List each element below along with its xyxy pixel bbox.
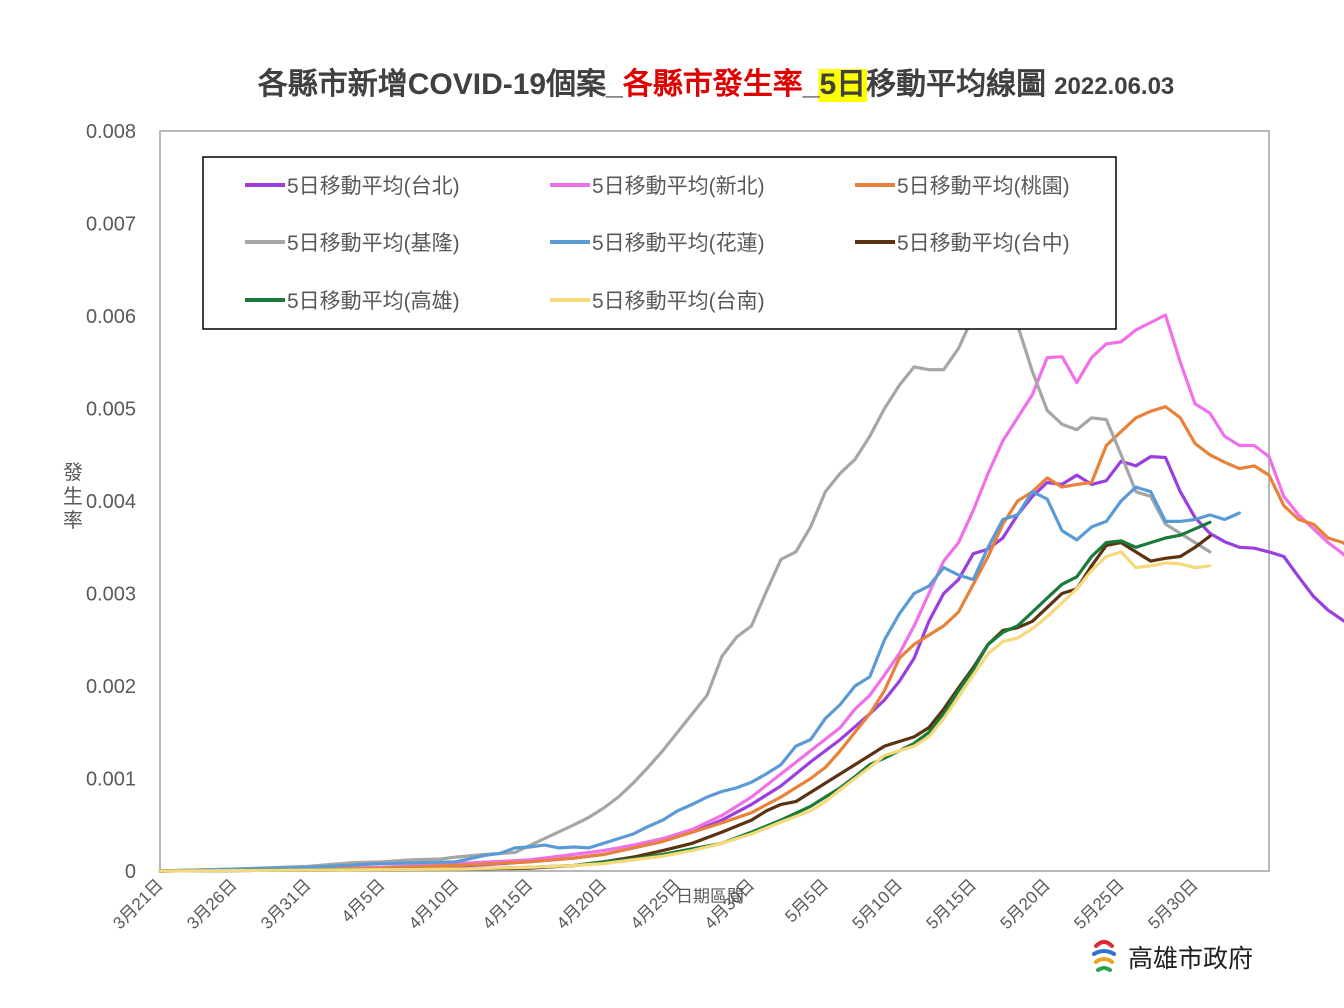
x-tick-label: 4月5日 xyxy=(338,875,389,926)
x-tick-label: 5月30日 xyxy=(1144,875,1202,933)
x-tick-label: 5月5日 xyxy=(781,875,832,926)
y-axis-title: 發生率 xyxy=(63,461,83,532)
y-tick-label: 0.001 xyxy=(86,769,136,791)
title-highlight-red: 各縣市發生率 xyxy=(622,67,803,101)
y-tick-label: 0.006 xyxy=(86,306,136,328)
legend-label: 5日移動平均(台南) xyxy=(592,290,765,313)
series-line-7 xyxy=(158,550,1212,873)
x-axis-ticks: 3月21日 3月26日 3月31日 4月5日 4月10日 4月15日 4月20日 4月25日 4… xyxy=(109,875,1202,933)
legend-label: 5日移動平均(桃園) xyxy=(897,175,1070,198)
x-tick-label: 3月31日 xyxy=(257,875,315,933)
x-tick-label: 4月20日 xyxy=(553,875,611,933)
legend-label: 5日移動平均(花蓮) xyxy=(592,232,765,255)
logo-text: 高雄市政府 xyxy=(1128,945,1253,973)
x-tick-label: 5月25日 xyxy=(1070,875,1128,933)
legend-label: 5日移動平均(台中) xyxy=(897,232,1070,255)
y-tick-label: 0.007 xyxy=(86,214,136,236)
chart-title: 各縣市新增COVID-19個案_各縣市發生率_5日移動平均線圖 2022.06.0… xyxy=(257,67,1175,101)
title-highlight-bg xyxy=(818,69,868,102)
x-tick-label: 5月15日 xyxy=(923,875,981,933)
x-tick-label: 4月10日 xyxy=(405,875,463,933)
x-axis-title: 日期區間 xyxy=(676,887,744,906)
title-highlight-yellow: 5日 xyxy=(819,68,866,101)
series-line-6 xyxy=(158,520,1212,873)
title-underscore: _ xyxy=(802,68,820,101)
x-tick-label: 3月26日 xyxy=(183,875,241,933)
y-tick-label: 0.005 xyxy=(86,399,136,421)
y-axis-ticks: 0 0.001 0.002 0.003 0.004 0.005 0.006 0.007 0.00… xyxy=(86,121,136,883)
series-line-5 xyxy=(158,534,1212,873)
y-tick-label: 0.002 xyxy=(86,676,136,698)
legend-label: 5日移動平均(台北) xyxy=(287,175,460,198)
y-tick-label: 0.003 xyxy=(86,584,136,606)
x-tick-label: 5月20日 xyxy=(996,875,1054,933)
legend: 5日移動平均(台北) 5日移動平均(新北) 5日移動平均(桃園) 5日移動平均(基隆)… xyxy=(245,175,1070,313)
title-suffix: 移動平均線圖 xyxy=(866,67,1046,101)
legend-label: 5日移動平均(高雄) xyxy=(287,290,460,313)
kaohsiung-logo-icon xyxy=(1092,940,1116,972)
title-date: 2022.06.03 xyxy=(1054,73,1174,100)
series-line-0 xyxy=(158,455,1344,873)
title-prefix: 各縣市新增COVID-19個案_ xyxy=(257,67,623,101)
legend-box xyxy=(202,156,1117,330)
y-tick-label: 0 xyxy=(125,861,136,883)
series-line-3 xyxy=(158,314,1212,873)
legend-label: 5日移動平均(基隆) xyxy=(287,232,460,255)
series-line-1 xyxy=(158,313,1344,873)
legend-label: 5日移動平均(新北) xyxy=(592,175,765,198)
series-lines xyxy=(158,313,1344,873)
y-tick-label: 0.004 xyxy=(86,491,136,513)
x-tick-label: 3月21日 xyxy=(109,875,167,933)
x-tick-label: 5月10日 xyxy=(849,875,907,933)
series-line-4 xyxy=(158,485,1241,873)
y-tick-label: 0.008 xyxy=(86,121,136,143)
series-line-2 xyxy=(158,405,1344,873)
plot-area-frame xyxy=(159,130,1270,872)
x-tick-label: 4月15日 xyxy=(479,875,537,933)
